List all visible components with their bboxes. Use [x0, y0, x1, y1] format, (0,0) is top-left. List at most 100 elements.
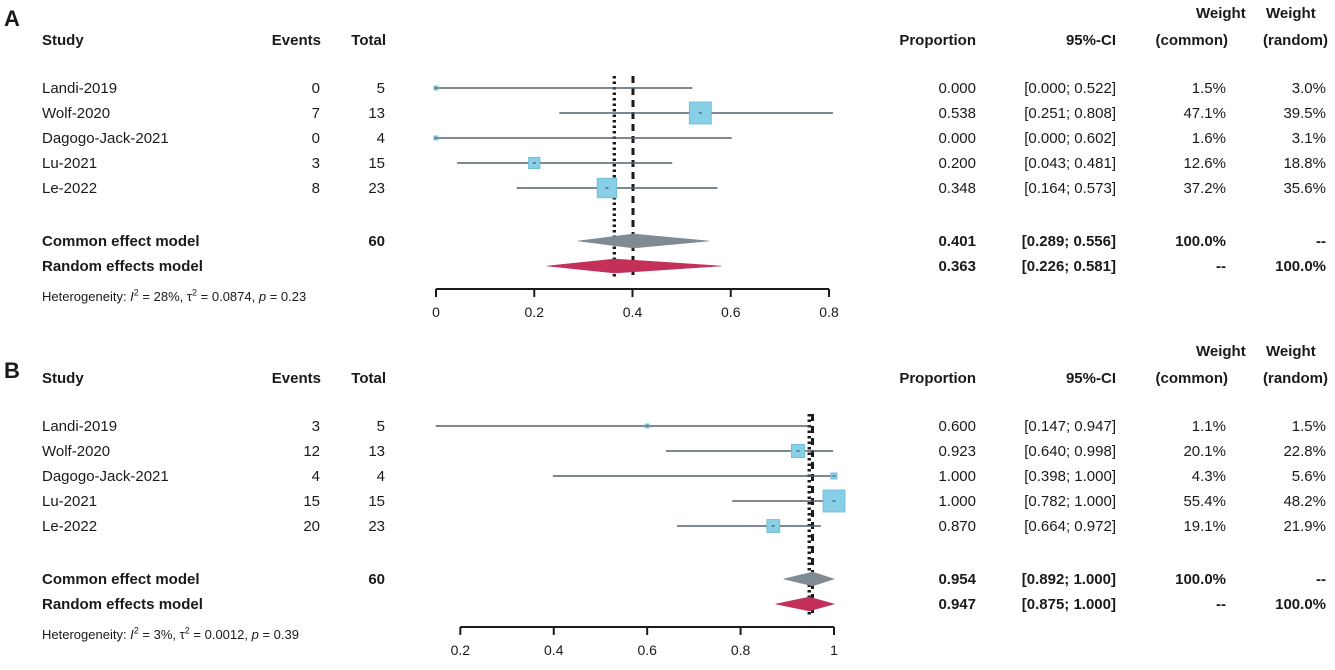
study-weight-common: 47.1%: [1183, 105, 1226, 122]
study-ci: [0.782; 1.000]: [1024, 493, 1116, 510]
study-ci: [0.000; 0.602]: [1024, 130, 1116, 147]
study-weight-common: 20.1%: [1183, 443, 1226, 460]
study-events: 12: [303, 443, 320, 460]
study-name: Wolf-2020: [42, 105, 111, 122]
x-axis-tick-label: 0.2: [525, 304, 545, 320]
forest-plot-a: 0 0.2 0.4 0.6 0.8: [432, 76, 839, 320]
study-name: Lu-2021: [42, 493, 98, 510]
study-events: 7: [311, 105, 320, 122]
random-effects-weight-random: 100.0%: [1275, 596, 1326, 613]
study-ci: [0.000; 0.522]: [1024, 80, 1116, 97]
study-proportion: 0.000: [938, 130, 976, 147]
header-weight-common-line2: (common): [1155, 370, 1229, 387]
study-ci: [0.398; 1.000]: [1024, 468, 1116, 485]
heterogeneity-text: Heterogeneity: I2 = 3%, τ2 = 0.0012, p =…: [42, 625, 299, 642]
study-proportion: 0.000: [938, 80, 976, 97]
header-total: Total: [351, 32, 386, 49]
header-weight-random-line2: (random): [1263, 32, 1328, 49]
random-effects-label: Random effects model: [42, 596, 203, 613]
study-weight-random: 3.1%: [1291, 130, 1326, 147]
header-weight-common-line1: Weight: [1196, 5, 1246, 22]
study-total: 23: [368, 180, 385, 197]
study-name: Landi-2019: [42, 80, 118, 97]
common-effect-diamond: [577, 233, 710, 249]
study-weight-random: 35.6%: [1283, 180, 1326, 197]
x-axis-tick-label: 0.6: [721, 304, 741, 320]
common-effect-weight-random: --: [1316, 571, 1326, 588]
panel-label: B: [4, 358, 20, 383]
study-proportion: 0.200: [938, 155, 976, 172]
x-axis-tick-label: 0.4: [544, 642, 564, 658]
common-effect-diamond: [783, 571, 835, 587]
study-proportion: 0.538: [938, 105, 976, 122]
study-total: 15: [368, 493, 385, 510]
header-events: Events: [271, 32, 321, 49]
panel-label: A: [4, 6, 20, 31]
header-weight-common-line1: Weight: [1196, 343, 1246, 360]
common-effect-label: Common effect model: [42, 233, 200, 250]
study-proportion: 0.348: [938, 180, 976, 197]
study-weight-common: 55.4%: [1183, 493, 1226, 510]
header-proportion: Proportion: [899, 370, 976, 387]
study-total: 15: [368, 155, 385, 172]
study-name: Le-2022: [42, 180, 98, 197]
header-ci: 95%-CI: [1065, 370, 1116, 387]
study-ci: [0.043; 0.481]: [1024, 155, 1116, 172]
study-weight-common: 37.2%: [1183, 180, 1226, 197]
header-study: Study: [42, 32, 84, 49]
study-ci: [0.251; 0.808]: [1024, 105, 1116, 122]
study-ci: [0.640; 0.998]: [1024, 443, 1116, 460]
random-effects-proportion: 0.947: [938, 596, 976, 613]
header-weight-random-line1: Weight: [1266, 5, 1316, 22]
study-ci: [0.147; 0.947]: [1024, 418, 1116, 435]
header-weight-common-line2: (common): [1155, 32, 1229, 49]
study-weight-common: 1.5%: [1191, 80, 1226, 97]
study-events: 0: [311, 80, 320, 97]
study-total: 13: [368, 443, 385, 460]
common-effect-weight-common: 100.0%: [1175, 571, 1226, 588]
header-events: Events: [271, 370, 321, 387]
common-effect-ci: [0.289; 0.556]: [1021, 233, 1116, 250]
common-effect-total: 60: [368, 571, 385, 588]
study-events: 3: [311, 418, 320, 435]
study-weight-random: 22.8%: [1283, 443, 1326, 460]
common-effect-proportion: 0.954: [938, 571, 976, 588]
study-total: 5: [376, 418, 385, 435]
random-effects-weight-random: 100.0%: [1275, 258, 1326, 275]
study-proportion: 0.923: [938, 443, 976, 460]
study-weight-random: 1.5%: [1291, 418, 1326, 435]
study-events: 8: [311, 180, 320, 197]
x-axis-tick-label: 0: [432, 304, 440, 320]
common-effect-weight-random: --: [1316, 233, 1326, 250]
common-effect-ci: [0.892; 1.000]: [1021, 571, 1116, 588]
x-axis-tick-label: 0.2: [451, 642, 471, 658]
study-weight-random: 21.9%: [1283, 518, 1326, 535]
forest-plot-b: 0.2 0.4 0.6 0.8 1: [435, 414, 846, 658]
study-events: 3: [311, 155, 320, 172]
x-axis-tick-label: 0.8: [819, 304, 839, 320]
common-effect-label: Common effect model: [42, 571, 200, 588]
study-name: Le-2022: [42, 518, 98, 535]
study-name: Landi-2019: [42, 418, 118, 435]
study-events: 20: [303, 518, 320, 535]
header-study: Study: [42, 370, 84, 387]
random-effects-weight-common: --: [1216, 258, 1226, 275]
study-total: 13: [368, 105, 385, 122]
random-effects-ci: [0.875; 1.000]: [1021, 596, 1116, 613]
study-weight-common: 4.3%: [1191, 468, 1226, 485]
random-effects-diamond: [775, 596, 836, 612]
study-weight-common: 12.6%: [1183, 155, 1226, 172]
heterogeneity-text: Heterogeneity: I2 = 28%, τ2 = 0.0874, p …: [42, 287, 307, 304]
study-weight-random: 18.8%: [1283, 155, 1326, 172]
x-axis-tick-label: 0.6: [637, 642, 657, 658]
study-name: Lu-2021: [42, 155, 98, 172]
study-total: 5: [376, 80, 385, 97]
study-proportion: 1.000: [938, 468, 976, 485]
header-ci: 95%-CI: [1065, 32, 1116, 49]
study-proportion: 1.000: [938, 493, 976, 510]
study-name: Dagogo-Jack-2021: [42, 468, 169, 485]
study-proportion: 0.600: [938, 418, 976, 435]
study-weight-common: 19.1%: [1183, 518, 1226, 535]
study-weight-random: 48.2%: [1283, 493, 1326, 510]
x-axis-tick-label: 0.4: [623, 304, 643, 320]
